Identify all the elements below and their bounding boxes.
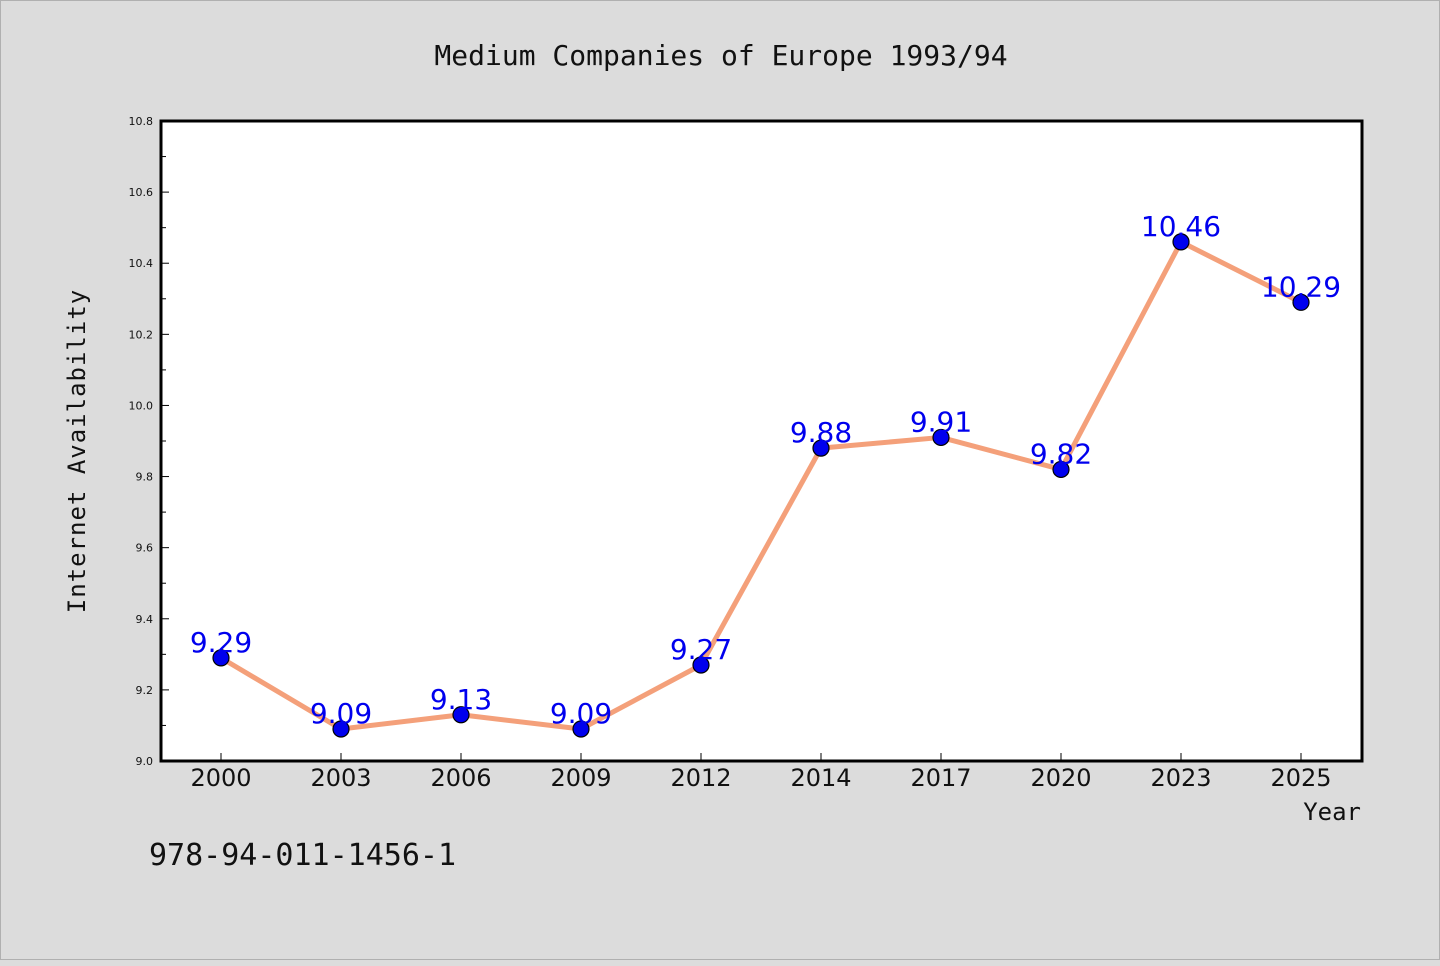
data-label: 10.46 [1141,210,1221,243]
data-point [452,706,470,724]
x-tick-label: 2000 [190,764,251,792]
data-point [332,720,350,738]
data-point [812,439,830,457]
x-tick-label: 2020 [1030,764,1091,792]
isbn-footnote: 978-94-011-1456-1 [149,838,456,873]
data-point [212,649,230,667]
data-label: 9.91 [910,405,972,438]
y-tick-label: 9.4 [136,613,154,626]
y-tick-label: 9.0 [136,755,154,768]
x-tick-label: 2012 [670,764,731,792]
x-tick-label: 2014 [790,764,851,792]
x-tick-label: 2023 [1150,764,1211,792]
plot-area [159,119,1364,763]
data-point [572,720,590,738]
y-tick-label: 10.4 [129,257,154,270]
x-axis: 2000 2003 2006 2009 2012 2014 2017 2020 2023 2025 [190,753,1332,792]
data-point [1172,233,1190,251]
x-tick-label: 2009 [550,764,611,792]
y-axis: 9.0 9.2 9.4 9.6 9.8 10.0 10.2 10.4 10.6 10.8 [129,115,169,768]
data-label: 9.09 [310,697,372,730]
data-label: 9.88 [790,416,852,449]
data-point [1052,460,1070,479]
y-tick-label: 9.6 [136,542,154,555]
data-point [692,656,710,674]
data-label: 9.13 [430,683,492,716]
y-tick-label: 10.8 [129,115,154,128]
chart-title: Medium Companies of Europe 1993/94 [434,39,1007,72]
x-axis-label: Year [1303,798,1361,826]
y-tick-label: 10.2 [129,328,154,341]
x-tick-label: 2003 [310,764,371,792]
series-layer [212,233,1310,738]
data-point [1292,293,1310,311]
data-point [932,428,950,447]
y-tick-label: 10.6 [129,186,154,199]
y-axis-label: Internet Availability [63,289,91,613]
x-tick-label: 2006 [430,764,491,792]
data-label: 10.29 [1261,270,1341,303]
y-tick-label: 9.8 [136,471,154,484]
data-label: 9.82 [1030,437,1092,470]
y-tick-label: 9.2 [136,684,154,697]
x-tick-label: 2025 [1270,764,1331,792]
y-tick-label: 10.0 [129,399,154,412]
series-line [218,239,1304,732]
data-label-layer: 9.29 9.09 9.13 9.09 9.27 9.88 9.91 9.82 10.46 10.… [190,210,1341,730]
data-label: 9.27 [670,633,732,666]
data-label: 9.29 [190,626,252,659]
data-label: 9.09 [550,697,612,730]
x-tick-label: 2017 [910,764,971,792]
